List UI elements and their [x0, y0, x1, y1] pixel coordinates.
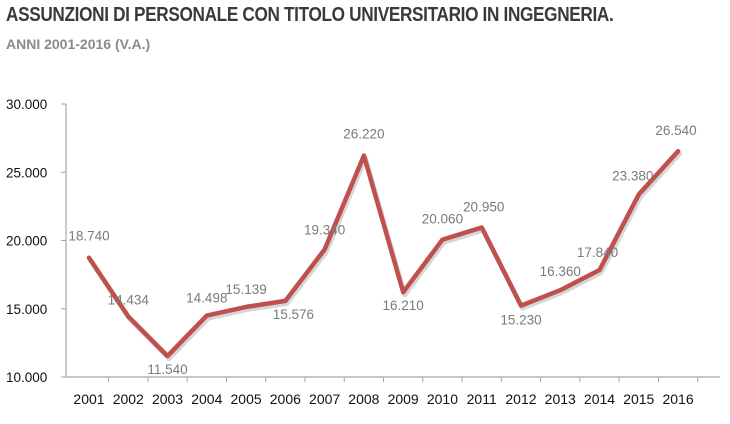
chart-subtitle: ANNI 2001-2016 (V.A.)	[6, 36, 151, 52]
data-point	[677, 150, 679, 153]
x-tick-label: 2003	[152, 391, 183, 407]
data-point	[166, 355, 169, 357]
data-label: 14.498	[186, 291, 227, 306]
data-point	[323, 248, 326, 251]
data-point	[206, 314, 208, 317]
y-tick-label: 30.000	[6, 97, 47, 112]
y-tick-label: 10.000	[6, 370, 47, 385]
y-axis-ticks: 10.000 15.000 20.000 25.000 30.000	[6, 97, 66, 385]
x-tick-label: 2014	[584, 391, 615, 407]
data-point	[245, 306, 247, 308]
x-tick-label: 2006	[270, 391, 301, 407]
data-point	[520, 304, 522, 307]
y-tick-label: 20.000	[6, 234, 47, 249]
y-tick-label: 25.000	[6, 165, 47, 180]
data-point	[637, 193, 640, 196]
data-label: 14.434	[108, 292, 150, 307]
data-label: 19.340	[304, 223, 345, 238]
data-label: 17.840	[577, 245, 618, 260]
data-point	[480, 226, 483, 229]
data-point	[598, 269, 601, 271]
data-label: 15.139	[225, 282, 266, 297]
x-tick-label: 2015	[623, 391, 654, 407]
x-tick-label: 2013	[545, 391, 576, 407]
data-label: 20.950	[463, 200, 504, 215]
x-tick-label: 2010	[427, 391, 458, 407]
x-tick-label: 2007	[309, 391, 340, 407]
data-point	[402, 291, 404, 294]
data-label: 15.230	[500, 313, 541, 328]
data-point	[284, 300, 287, 302]
data-point	[363, 154, 365, 157]
data-label: 26.540	[655, 123, 696, 138]
chart-title: ASSUNZIONI DI PERSONALE CON TITOLO UNIVE…	[6, 4, 614, 26]
data-label: 11.540	[147, 362, 187, 377]
data-label: 18.740	[68, 229, 109, 244]
x-tick-label: 2011	[467, 391, 497, 407]
chart-axes	[65, 104, 720, 378]
x-axis-ticks: 2001 2002 2003 2004 2005 2006 2007 2008 2009 2010…	[73, 377, 699, 407]
x-tick-label: 2016	[662, 391, 693, 407]
series-group	[86, 148, 683, 361]
x-tick-label: 2001	[73, 391, 104, 407]
x-tick-label: 2008	[348, 391, 379, 407]
data-point	[88, 256, 90, 259]
data-label: 16.360	[540, 264, 581, 279]
data-label: 26.220	[343, 127, 384, 142]
y-tick-label: 15.000	[6, 302, 47, 317]
data-point	[559, 289, 562, 291]
data-point	[127, 315, 130, 318]
x-tick-label: 2012	[505, 391, 536, 407]
series-line	[86, 148, 681, 359]
x-tick-label: 2002	[113, 391, 144, 407]
data-label: 15.576	[273, 307, 314, 322]
data-label: 20.060	[422, 212, 463, 227]
x-tick-label: 2004	[191, 391, 222, 407]
data-point	[441, 238, 444, 241]
data-label: 23.380	[612, 168, 653, 183]
x-tick-label: 2005	[231, 391, 262, 407]
x-tick-label: 2009	[388, 391, 419, 407]
data-label: 16.210	[383, 298, 424, 313]
